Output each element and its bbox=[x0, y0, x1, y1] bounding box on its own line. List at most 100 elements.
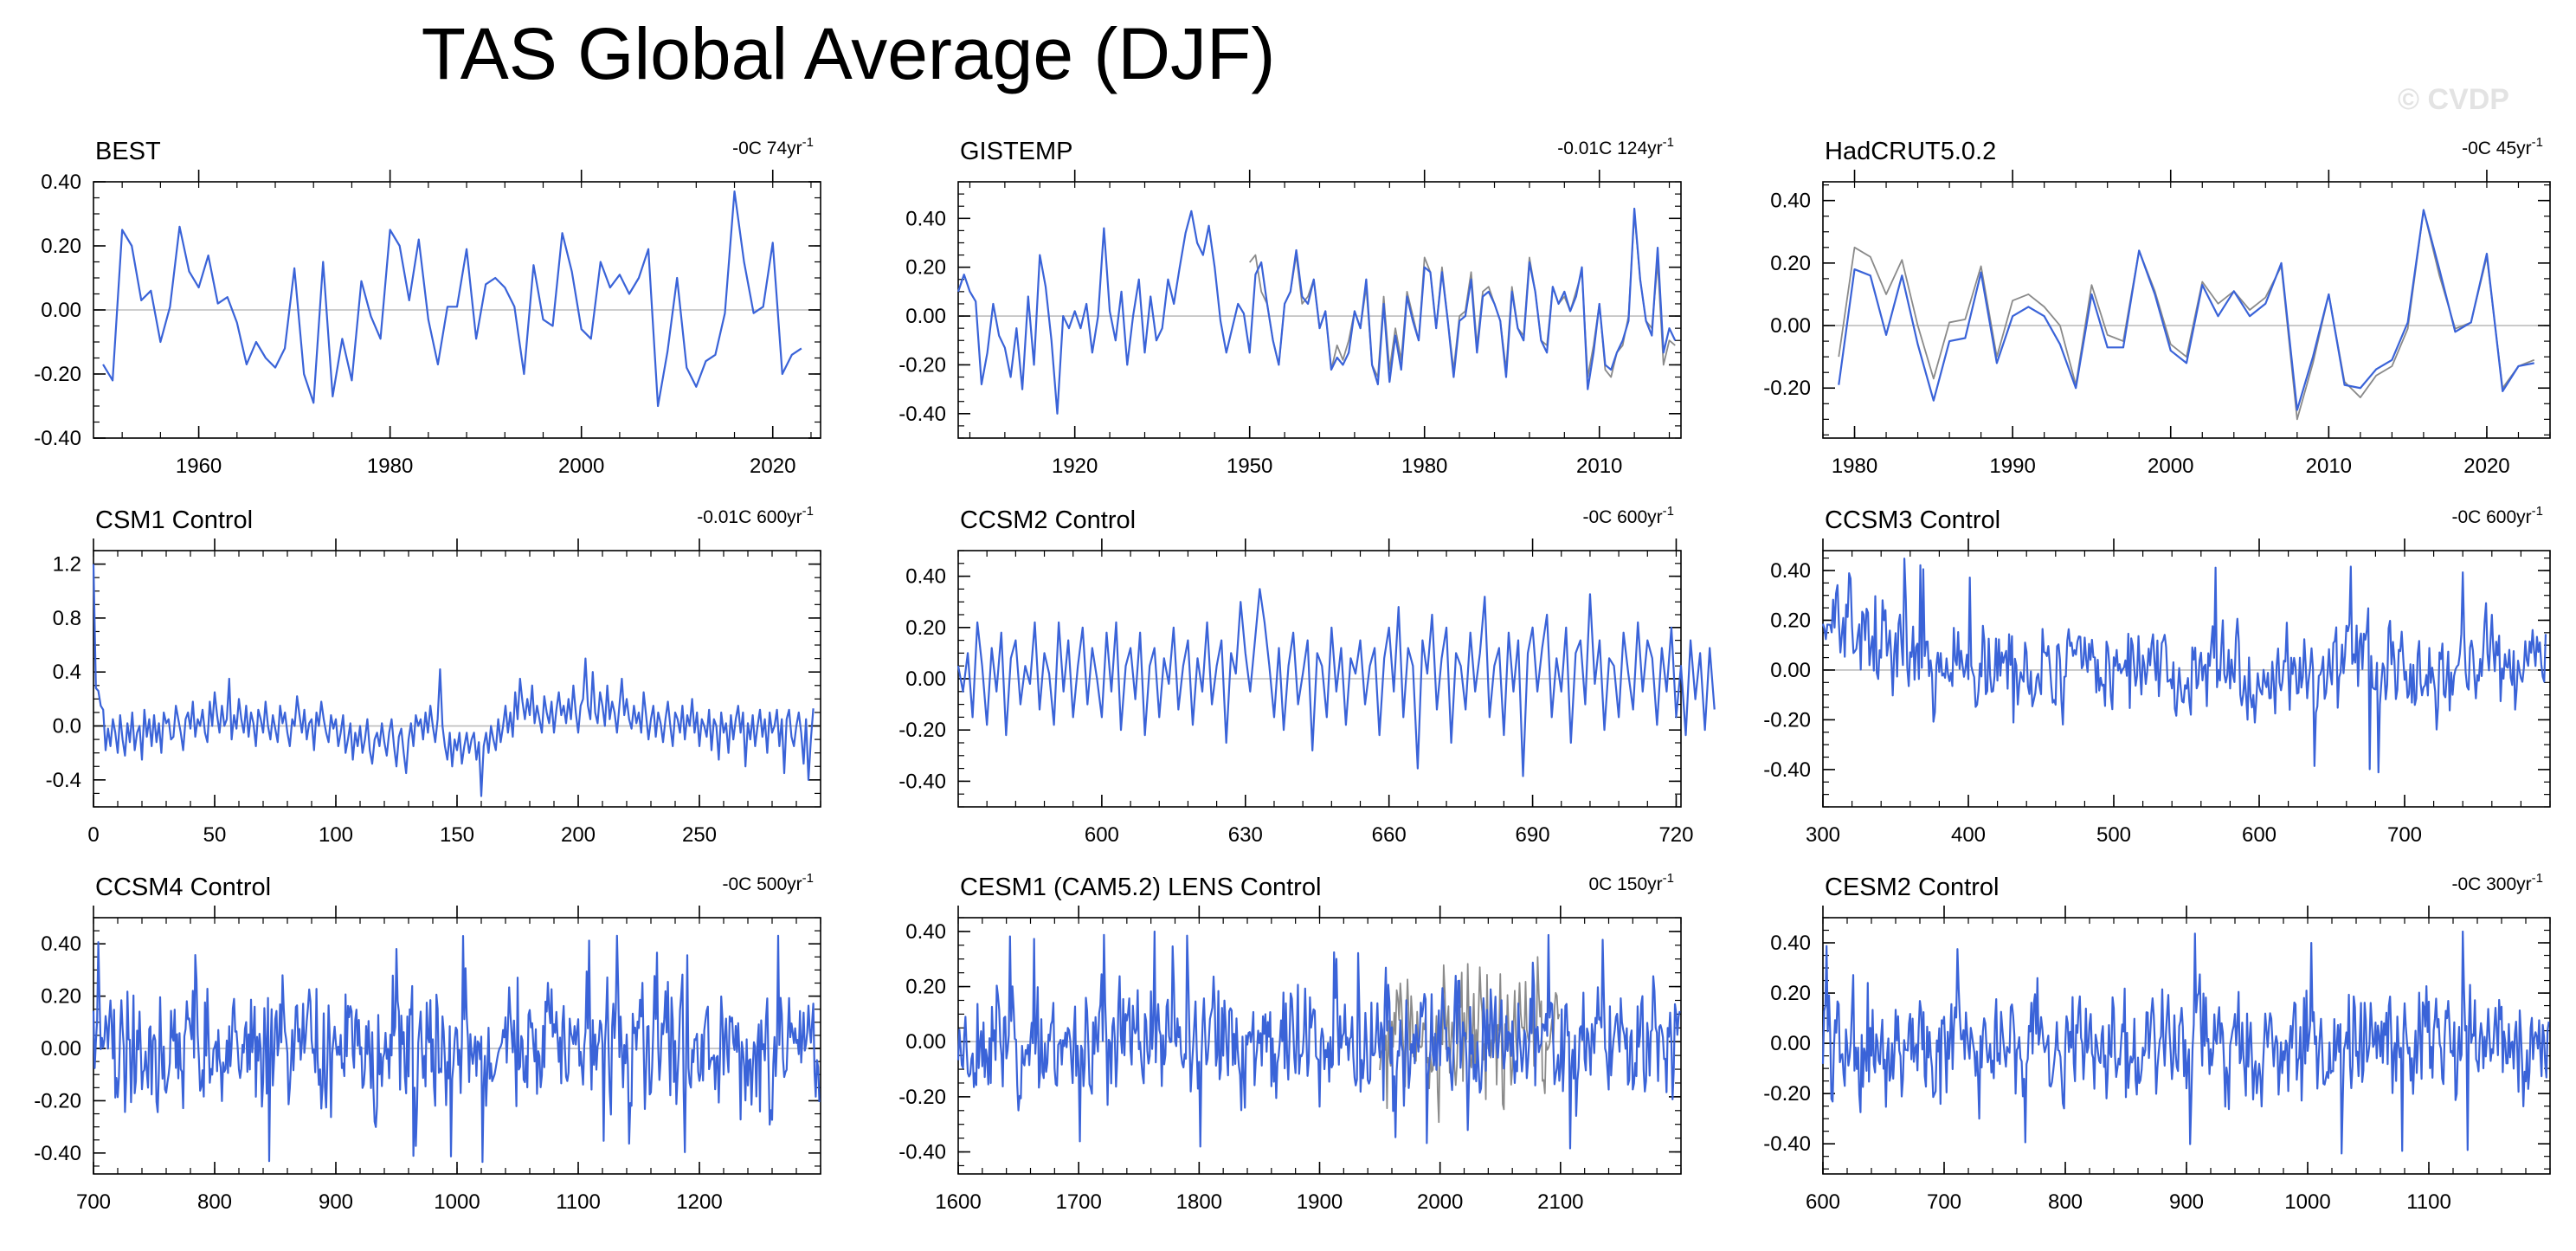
y-tick-label: 0.20 bbox=[1770, 982, 1811, 1005]
x-tick-label: 2020 bbox=[2463, 455, 2509, 478]
y-tick-label: -0.4 bbox=[46, 769, 81, 792]
y-tick-label: -0.20 bbox=[898, 719, 946, 742]
y-tick-label: 0.00 bbox=[1770, 1032, 1811, 1055]
trend-value: -0C 600yr bbox=[1582, 507, 1662, 527]
y-tick-label: 0.00 bbox=[905, 305, 946, 328]
x-tick-label: 630 bbox=[1228, 823, 1263, 847]
x-tick-label: 1980 bbox=[367, 455, 413, 478]
y-tick-label: 0.40 bbox=[1770, 190, 1811, 213]
panel-best: -0.40 -0.20 0.00 0.20 0.40 1960 1980 2000 2020 BE… bbox=[34, 135, 821, 478]
model-series-line bbox=[956, 588, 1716, 777]
x-tick-label: 900 bbox=[319, 1190, 353, 1214]
panel-title: CCSM3 Control bbox=[1825, 506, 2000, 534]
trend-value: -0.01C 124yr bbox=[1557, 139, 1662, 158]
x-tick-label: 100 bbox=[319, 823, 353, 847]
panel-title: CESM2 Control bbox=[1825, 874, 1999, 901]
panel-title: CSM1 Control bbox=[95, 506, 253, 534]
trend-label: -0C 600yr-1 bbox=[1582, 504, 1674, 527]
y-tick-label: 1.2 bbox=[53, 553, 81, 577]
trend-value: -0.01C 600yr bbox=[697, 507, 802, 527]
trend-exponent: -1 bbox=[2532, 871, 2543, 886]
x-tick-label: 1980 bbox=[1401, 455, 1447, 478]
x-tick-label: 1700 bbox=[1055, 1190, 1101, 1214]
trend-exponent: -1 bbox=[1663, 504, 1674, 519]
x-tick-label: 800 bbox=[2048, 1190, 2083, 1214]
x-tick-label: 700 bbox=[2387, 823, 2422, 847]
y-tick-label: 0.00 bbox=[905, 667, 946, 691]
x-tick-label: 700 bbox=[76, 1190, 111, 1214]
trend-exponent: -1 bbox=[802, 504, 814, 519]
trend-value: -0C 45yr bbox=[2462, 139, 2532, 158]
trend-value: -0C 600yr bbox=[2451, 507, 2531, 527]
x-tick-label: 600 bbox=[2242, 823, 2277, 847]
x-tick-label: 1900 bbox=[1297, 1190, 1343, 1214]
y-tick-label: 0.00 bbox=[1770, 659, 1811, 682]
x-tick-label: 700 bbox=[1927, 1190, 1961, 1214]
trend-value: 0C 150yr bbox=[1588, 874, 1662, 894]
model-series-line bbox=[92, 564, 815, 797]
x-tick-label: 1920 bbox=[1052, 455, 1098, 478]
x-tick-label: 1000 bbox=[434, 1190, 480, 1214]
plot-frame bbox=[1822, 181, 2551, 439]
observed-series-line bbox=[1838, 209, 2535, 421]
panel-cesm1-cam5-2-lens-control: -0.40 -0.20 0.00 0.20 0.40 1600 1700 1800 1900 20… bbox=[898, 871, 1682, 1214]
trend-label: -0C 45yr-1 bbox=[2462, 135, 2543, 158]
x-tick-label: 660 bbox=[1372, 823, 1407, 847]
trend-label: 0C 150yr-1 bbox=[1588, 871, 1674, 894]
panel-title: GISTEMP bbox=[960, 138, 1073, 165]
y-tick-label: 0.8 bbox=[53, 607, 81, 630]
y-tick-label: -0.20 bbox=[898, 353, 946, 377]
model-series-line bbox=[92, 934, 821, 1164]
y-tick-label: -0.40 bbox=[34, 1142, 81, 1165]
panel-ccsm3-control: -0.40 -0.20 0.00 0.20 0.40 300 400 500 600 700 CCS… bbox=[1763, 504, 2551, 847]
x-tick-label: 2010 bbox=[1576, 455, 1622, 478]
x-tick-label: 1000 bbox=[2284, 1190, 2330, 1214]
y-tick-label: 0.40 bbox=[905, 920, 946, 944]
y-tick-label: 0.20 bbox=[905, 616, 946, 640]
model-series-line bbox=[956, 930, 1681, 1150]
y-tick-label: -0.20 bbox=[1763, 377, 1811, 400]
y-tick-label: 0.20 bbox=[41, 235, 81, 258]
x-tick-label: 900 bbox=[2169, 1190, 2204, 1214]
y-tick-label: 0.20 bbox=[1770, 609, 1811, 632]
x-tick-label: 1980 bbox=[1832, 455, 1877, 478]
x-tick-label: 690 bbox=[1516, 823, 1550, 847]
y-tick-label: -0.40 bbox=[898, 403, 946, 426]
y-tick-label: 0.00 bbox=[905, 1030, 946, 1054]
x-tick-label: 2020 bbox=[750, 455, 795, 478]
y-tick-label: -0.20 bbox=[1763, 1082, 1811, 1106]
x-tick-label: 1950 bbox=[1227, 455, 1272, 478]
model-series-line bbox=[1821, 558, 2547, 774]
trend-exponent: -1 bbox=[802, 871, 814, 886]
x-tick-label: 1960 bbox=[176, 455, 222, 478]
panel-csm1-control: -0.4 0.0 0.4 0.8 1.2 0 50 100 150 200 250 CSM1 Cont… bbox=[46, 504, 821, 847]
trend-label: -0C 600yr-1 bbox=[2451, 504, 2543, 527]
model-series-line bbox=[1838, 209, 2534, 411]
trend-label: -0.01C 124yr-1 bbox=[1557, 135, 1674, 158]
y-tick-label: 0.00 bbox=[41, 299, 81, 322]
y-tick-label: 0.40 bbox=[905, 565, 946, 589]
panel-gistemp: -0.40 -0.20 0.00 0.20 0.40 1920 1950 1980 2010 GI… bbox=[898, 135, 1682, 478]
y-tick-label: -0.40 bbox=[34, 427, 81, 450]
y-tick-label: 0.40 bbox=[905, 207, 946, 230]
y-tick-label: 0.40 bbox=[1770, 559, 1811, 583]
trend-label: -0.01C 600yr-1 bbox=[697, 504, 814, 527]
y-tick-label: -0.20 bbox=[34, 363, 81, 386]
y-tick-label: 0.0 bbox=[53, 715, 81, 738]
plot-frame bbox=[1822, 550, 2551, 808]
x-tick-label: 2000 bbox=[1417, 1190, 1463, 1214]
x-tick-label: 1600 bbox=[935, 1190, 981, 1214]
y-tick-label: 0.20 bbox=[905, 976, 946, 999]
y-tick-label: -0.40 bbox=[1763, 1132, 1811, 1156]
x-tick-label: 720 bbox=[1658, 823, 1693, 847]
x-tick-label: 800 bbox=[197, 1190, 232, 1214]
x-tick-label: 200 bbox=[561, 823, 596, 847]
x-tick-label: 2000 bbox=[558, 455, 604, 478]
y-tick-label: -0.40 bbox=[1763, 758, 1811, 782]
y-tick-label: 0.20 bbox=[905, 256, 946, 280]
y-tick-label: 0.20 bbox=[41, 985, 81, 1009]
plot-frame bbox=[93, 550, 821, 808]
x-tick-label: 1200 bbox=[676, 1190, 722, 1214]
x-tick-label: 2100 bbox=[1537, 1190, 1583, 1214]
y-tick-label: 0.40 bbox=[41, 171, 81, 194]
